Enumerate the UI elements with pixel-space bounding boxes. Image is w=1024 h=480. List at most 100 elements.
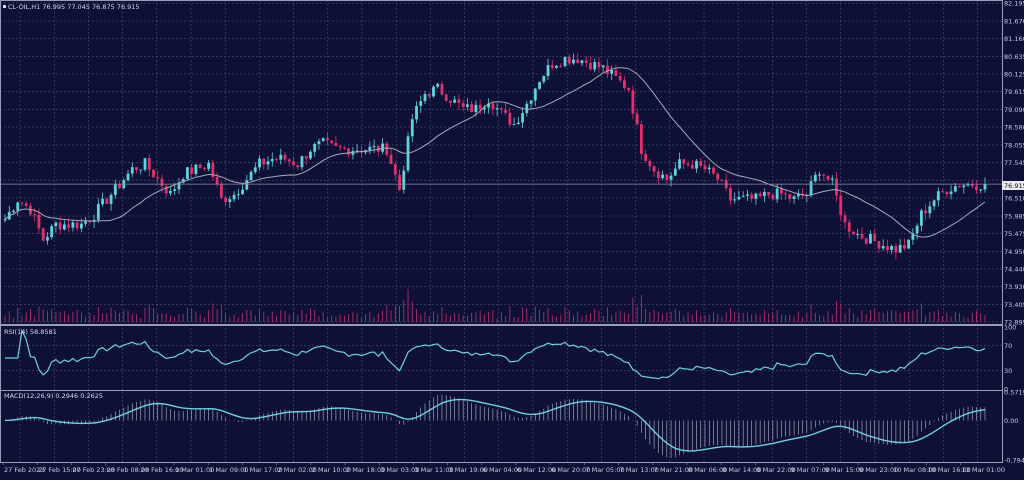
candle-body: [898, 244, 902, 253]
candle-body: [576, 59, 580, 64]
candle-body: [652, 166, 656, 172]
candle-body: [881, 245, 885, 249]
time-axis-label: 3 Mar 03:00: [380, 466, 419, 474]
candle-body: [673, 168, 677, 176]
time-axis-label: 3 Mar 11:00: [414, 466, 453, 474]
candle-body: [292, 161, 295, 166]
candle-body: [499, 108, 503, 110]
time-axis-label: 27 Feb 2023: [4, 466, 44, 474]
candle-body: [186, 167, 189, 180]
time-axis-label: 1 Mar 01:00: [175, 466, 214, 474]
time-axis-label: 27 Feb 23:00: [72, 466, 115, 474]
candle-body: [975, 186, 978, 190]
candle-body: [304, 156, 308, 159]
price-axis-label: 80.635: [1004, 53, 1024, 61]
candle-body: [593, 62, 597, 70]
candle-body: [966, 184, 970, 186]
candle-body: [886, 245, 889, 251]
macd-title: MACD(12,26,9) 0.2946 0.2625: [4, 392, 103, 400]
candle-body: [279, 154, 283, 160]
macd-axis-label: 0.5719: [1004, 389, 1024, 397]
candle-body: [130, 167, 134, 174]
price-axis-label: 82.195: [1004, 0, 1024, 8]
candle-body: [173, 189, 177, 191]
candle-body: [109, 195, 113, 204]
candle-body: [495, 108, 499, 110]
rsi-axis-label: 0: [1004, 386, 1008, 394]
candle-body: [20, 202, 24, 204]
macd-signal-line: [4, 398, 986, 452]
candle-body: [818, 174, 821, 176]
candle-body: [317, 141, 321, 145]
candle-body: [58, 222, 62, 230]
candle-body: [915, 225, 919, 234]
candle-body: [521, 113, 524, 123]
volume-bars: [4, 289, 986, 322]
candle-body: [525, 103, 529, 114]
candle-body: [567, 56, 571, 64]
candle-body: [54, 222, 58, 227]
candle-body: [190, 167, 194, 174]
candle-body: [860, 234, 864, 239]
candles: [3, 52, 987, 260]
time-axis-label: 8 Mar 22:00: [756, 466, 795, 474]
candle-body: [236, 194, 240, 196]
price-axis-label: 73.405: [1004, 301, 1024, 309]
candle-body: [309, 151, 312, 159]
candle-body: [84, 221, 88, 224]
candle-body: [194, 164, 198, 174]
candle-body: [958, 186, 961, 188]
price-axis-label: 75.985: [1004, 213, 1024, 221]
candle-body: [936, 191, 940, 201]
candle-body: [856, 234, 860, 236]
candle-body: [775, 188, 779, 200]
candle-body: [232, 194, 236, 200]
candle-body: [529, 100, 533, 104]
candle-body: [919, 210, 923, 226]
candle-body: [143, 158, 147, 170]
candle-body: [389, 154, 393, 165]
candle-body: [941, 191, 944, 193]
candle-body: [487, 103, 491, 108]
candle-body: [444, 94, 448, 101]
candle-body: [661, 174, 664, 179]
candle-body: [355, 150, 359, 152]
candle-body: [245, 180, 249, 190]
candle-body: [228, 199, 232, 203]
candle-body: [71, 222, 75, 228]
candle-body: [580, 60, 584, 64]
candle-body: [945, 191, 949, 195]
candle-body: [822, 174, 826, 176]
candle-body: [41, 228, 45, 241]
candle-body: [385, 143, 389, 155]
candle-body: [656, 171, 660, 179]
candle-body: [695, 160, 698, 169]
time-axis-label: 8 Mar 06:00: [688, 466, 727, 474]
candle-body: [393, 164, 397, 175]
rsi-line: [5, 328, 986, 380]
candle-body: [555, 65, 558, 68]
candle-body: [890, 245, 894, 251]
candle-body: [440, 83, 444, 95]
candle-body: [635, 113, 639, 125]
candle-body: [648, 160, 652, 167]
candle-body: [126, 173, 130, 181]
candle-body: [953, 186, 957, 192]
candle-body: [118, 183, 121, 189]
candle-body: [779, 188, 783, 194]
candle-body: [767, 191, 771, 195]
candle-body: [334, 142, 338, 146]
candle-body: [809, 181, 813, 195]
candle-body: [207, 162, 211, 169]
candle-body: [699, 160, 703, 166]
chart-title: CL-OIL,H1 76.995 77.045 76.875 76.915: [8, 3, 140, 11]
candle-body: [762, 191, 766, 197]
moving-average-line: [4, 67, 986, 238]
candle-body: [211, 162, 215, 177]
candle-body: [330, 140, 334, 143]
candle-body: [202, 167, 206, 169]
candle-body: [962, 185, 966, 188]
candle-body: [733, 199, 737, 201]
candle-body: [287, 159, 291, 162]
